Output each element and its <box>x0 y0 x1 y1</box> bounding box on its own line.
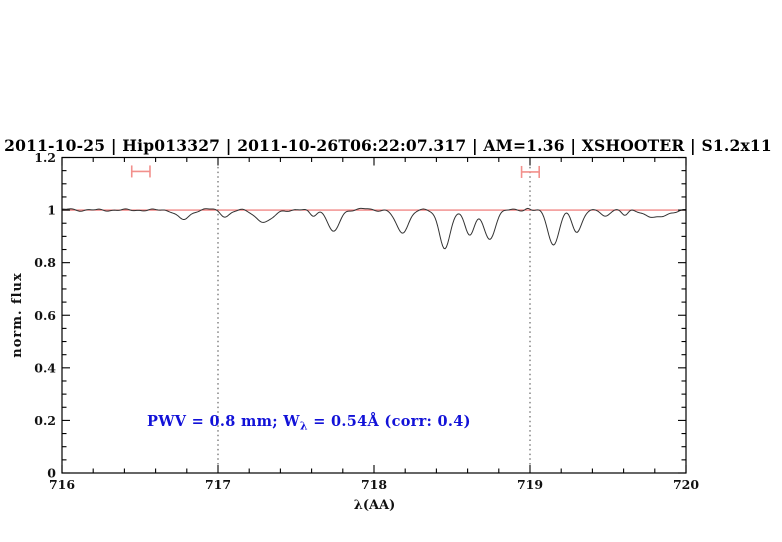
y-tick-label: 0.8 <box>34 255 56 270</box>
x-tick-label: 718 <box>361 477 387 492</box>
pwv-annotation: PWV = 0.8 mm; Wλ = 0.54Å (corr: 0.4) <box>147 412 471 433</box>
y-tick-label: 1.2 <box>34 150 56 165</box>
x-axis-label: λ(AA) <box>354 498 396 513</box>
x-tick-label: 717 <box>205 477 231 492</box>
y-tick-label: 0.4 <box>34 360 56 375</box>
y-axis-label: norm. flux <box>10 272 25 358</box>
annotation-subscript-lambda: λ <box>300 420 308 433</box>
annotation-pre: PWV = 0.8 mm; W <box>147 413 300 430</box>
x-tick-label: 719 <box>517 477 543 492</box>
plot-frame <box>61 156 687 474</box>
spectrum-layer <box>62 207 687 250</box>
y-tick-label: 0.2 <box>34 413 56 428</box>
x-tick-label: 716 <box>49 477 75 492</box>
annotation-post: = 0.54Å (corr: 0.4) <box>308 412 471 430</box>
y-tick-label: 0 <box>47 466 56 481</box>
range-marker-layer <box>130 165 541 178</box>
y-tick-label: 1 <box>47 203 56 218</box>
spectrum-line <box>62 207 687 250</box>
bandpass-marker <box>520 165 541 178</box>
x-tick-label: 720 <box>673 477 699 492</box>
axis-ticks-layer <box>61 156 687 474</box>
plot-title: 2011-10-25 | Hip013327 | 2011-10-26T06:2… <box>4 136 772 155</box>
bandpass-marker <box>130 165 151 178</box>
y-tick-label: 0.6 <box>34 308 56 323</box>
tick-labels-layer: 716 717 718 719 720 0 0.2 0.4 0.6 0.8 1 1.2 <box>34 150 699 492</box>
